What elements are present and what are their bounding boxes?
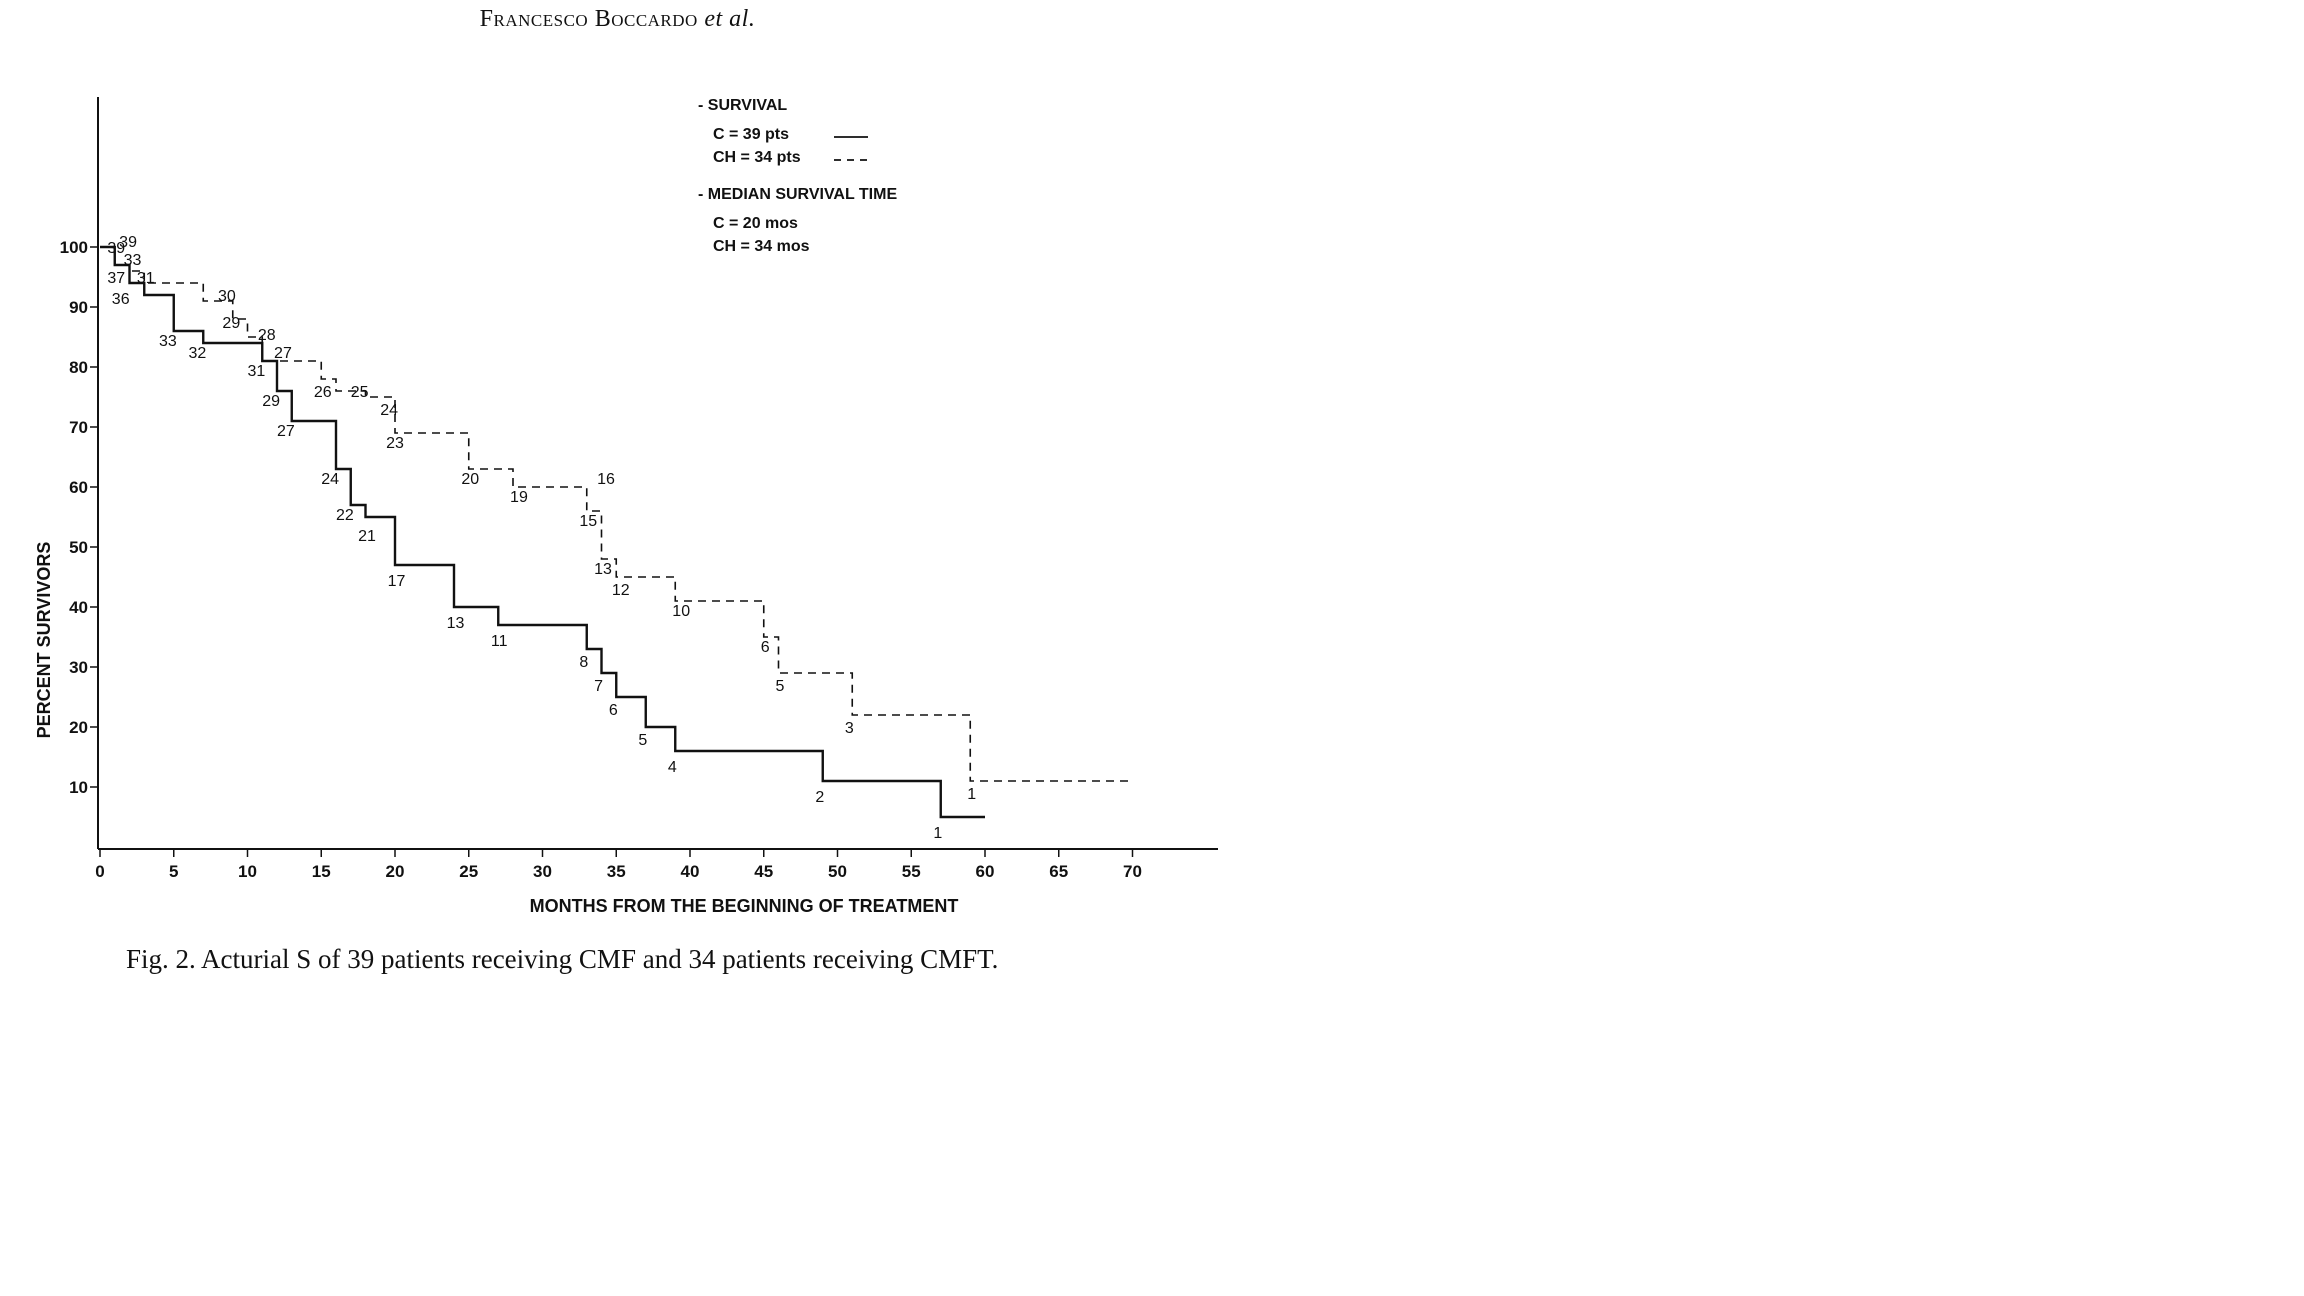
risk-label-c: 24 [321, 471, 339, 488]
x-tick-label: 50 [828, 862, 847, 881]
x-tick-label: 30 [533, 862, 552, 881]
risk-label-ch: 6 [761, 639, 770, 656]
risk-label-ch: 19 [510, 489, 528, 506]
y-tick-label: 10 [69, 778, 88, 797]
risk-label-ch: 20 [461, 471, 479, 488]
risk-label-c: 39 [107, 240, 125, 257]
y-tick-label: 80 [69, 358, 88, 377]
risk-label-ch: 31 [137, 270, 155, 287]
author-name: Francesco Boccardo [479, 6, 698, 32]
legend-survival-heading: - SURVIVAL [698, 97, 787, 114]
risk-label-c: 5 [638, 732, 647, 749]
risk-label-c: 2 [815, 789, 824, 806]
x-tick-label: 70 [1123, 862, 1142, 881]
risk-label-ch: 3 [845, 720, 854, 737]
risk-label-ch: 39 [119, 234, 137, 251]
x-tick-label: 55 [902, 862, 921, 881]
axes [97, 97, 1218, 850]
risk-label-ch: 10 [672, 603, 690, 620]
risk-label-ch: 30 [218, 288, 236, 305]
risk-label-c: 36 [112, 291, 130, 308]
y-tick-label: 60 [69, 478, 88, 497]
y-tick-label: 40 [69, 598, 88, 617]
x-tick-label: 10 [238, 862, 257, 881]
legend-median-c: C = 20 mos [713, 215, 798, 232]
risk-label-c: 1 [933, 825, 942, 842]
risk-label-c: 6 [609, 702, 618, 719]
legend-survival-ch: CH = 34 pts [713, 149, 801, 166]
risk-label-ch: 26 [314, 384, 332, 401]
risk-labels: 3937363332312927242221171311876542139333… [107, 234, 976, 842]
y-axis-title: PERCENT SURVIVORS [34, 542, 54, 739]
y-tick-label: 100 [60, 238, 88, 257]
risk-label-ch: 24 [380, 402, 398, 419]
risk-label-c: 8 [579, 654, 588, 671]
y-tick-label: 70 [69, 418, 88, 437]
running-head: Francesco Boccardo et al. [0, 6, 1235, 33]
risk-label-ch: 5 [776, 678, 785, 695]
author-suffix: et al. [704, 6, 756, 32]
axis-ticks: 0 5 10 15 20 25 30 35 40 45 50 55 60 65 70102030405060… [60, 238, 1142, 881]
x-tick-label: 45 [754, 862, 773, 881]
risk-label-ch: 23 [386, 435, 404, 452]
legend-survival-c: C = 39 pts [713, 126, 789, 143]
x-tick-label: 0 [95, 862, 104, 881]
risk-label-ch: 25 [351, 384, 369, 401]
risk-label-c: 13 [447, 615, 465, 632]
risk-label-c: 22 [336, 507, 354, 524]
risk-label-ch: 27 [274, 345, 292, 362]
risk-label-ch: 29 [222, 315, 240, 332]
x-tick-label: 40 [681, 862, 700, 881]
risk-label-c: 11 [491, 633, 508, 650]
x-tick-label: 35 [607, 862, 626, 881]
x-tick-label: 25 [459, 862, 478, 881]
legend: - SURVIVAL C = 39 pts CH = 34 pts - MEDI… [698, 97, 897, 255]
series-line-ch [100, 246, 1133, 782]
risk-label-c: 29 [262, 393, 280, 410]
legend-median-ch: CH = 34 mos [713, 238, 810, 255]
legend-median-heading: - MEDIAN SURVIVAL TIME [698, 186, 897, 203]
risk-label-ch: 33 [124, 252, 142, 269]
figure-caption: Fig. 2. Acturial S of 39 patients receiv… [126, 944, 999, 974]
x-axis-title: MONTHS FROM THE BEGINNING OF TREATMENT [530, 896, 959, 916]
risk-label-ch: 1 [967, 786, 976, 803]
risk-label-c: 17 [388, 573, 406, 590]
x-tick-label: 65 [1049, 862, 1068, 881]
risk-label-c: 33 [159, 333, 177, 350]
series-line-c [100, 245, 985, 819]
y-tick-label: 90 [69, 298, 88, 317]
risk-label-ch: 12 [612, 582, 630, 599]
x-tick-label: 15 [312, 862, 331, 881]
risk-label-c: 32 [189, 345, 207, 362]
risk-label-c: 37 [107, 270, 125, 287]
x-tick-label: 5 [169, 862, 178, 881]
risk-label-c: 27 [277, 423, 295, 440]
risk-label-c: 21 [358, 528, 376, 545]
y-tick-label: 30 [69, 658, 88, 677]
risk-label-ch: 16 [597, 471, 615, 488]
risk-label-ch: 15 [579, 513, 597, 530]
risk-label-c: 31 [248, 363, 266, 380]
x-tick-label: 20 [386, 862, 405, 881]
risk-label-c: 4 [668, 759, 677, 776]
risk-label-ch: 28 [258, 327, 276, 344]
risk-label-c: 7 [594, 678, 603, 695]
x-tick-label: 60 [976, 862, 995, 881]
y-tick-label: 20 [69, 718, 88, 737]
y-tick-label: 50 [69, 538, 88, 557]
series-layer [100, 245, 1133, 819]
risk-label-ch: 13 [594, 561, 612, 578]
